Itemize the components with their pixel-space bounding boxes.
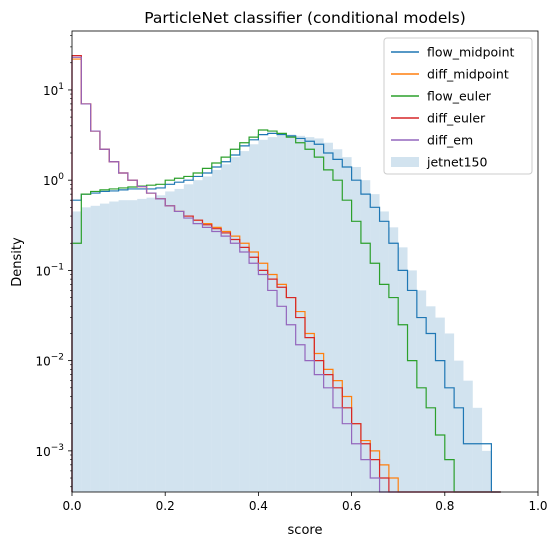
series-line-diff_em: [71, 56, 501, 493]
bar-jetnet150: [407, 270, 417, 492]
bar-jetnet150: [286, 134, 296, 493]
x-tick-label: 0.0: [62, 499, 81, 513]
x-axis: 0.0 0.2 0.4 0.6 0.8 1.0: [62, 492, 548, 513]
y-tick-label: 101: [43, 82, 64, 98]
bar-jetnet150: [81, 207, 91, 492]
bar-jetnet150: [435, 317, 445, 492]
bar-jetnet150: [183, 184, 194, 492]
bar-jetnet150: [230, 157, 240, 492]
bar-jetnet150: [165, 191, 175, 493]
legend-label-diff_euler: diff_euler: [427, 111, 486, 126]
bar-jetnet150: [202, 176, 212, 492]
bar-jetnet150: [323, 142, 333, 492]
bar-jetnet150: [463, 380, 473, 492]
bar-jetnet150: [90, 205, 100, 492]
legend-swatch-jetnet150: [391, 157, 419, 167]
x-tick-label: 0.6: [342, 499, 361, 513]
bar-jetnet150: [416, 290, 427, 492]
bar-jetnet150: [388, 227, 399, 492]
x-tick-label: 1.0: [528, 499, 547, 513]
y-tick-label: 10−1: [35, 262, 64, 278]
histogram-fills: [72, 134, 492, 493]
x-tick-label: 0.2: [156, 499, 175, 513]
legend-box: [383, 37, 533, 175]
histogram-lines: [71, 55, 501, 493]
bar-jetnet150: [472, 407, 483, 492]
bar-jetnet150: [127, 200, 138, 492]
legend-label-diff_em: diff_em: [427, 133, 473, 148]
bar-jetnet150: [342, 157, 352, 492]
bar-jetnet150: [155, 195, 166, 492]
legend-label-jetnet150: jetnet150: [426, 155, 487, 170]
y-axis: 10−3 10−2 10−1 100 101: [35, 35, 72, 488]
bar-jetnet150: [482, 450, 492, 492]
chart-title: ParticleNet classifier (conditional mode…: [144, 9, 466, 27]
y-tick-label: 10−2: [35, 353, 64, 369]
bar-jetnet150: [99, 203, 110, 492]
bar-jetnet150: [174, 188, 184, 493]
bar-jetnet150: [426, 306, 436, 492]
bar-jetnet150: [249, 144, 259, 492]
legend-label-flow_euler: flow_euler: [427, 89, 492, 104]
bar-jetnet150: [305, 137, 315, 493]
bar-jetnet150: [370, 194, 380, 492]
bar-jetnet150: [454, 360, 464, 492]
bar-jetnet150: [267, 137, 278, 493]
bar-jetnet150: [398, 247, 408, 492]
bar-jetnet150: [221, 164, 231, 493]
bar-jetnet150: [137, 198, 147, 492]
legend-label-diff_midpoint: diff_midpoint: [427, 67, 509, 82]
bar-jetnet150: [193, 180, 203, 492]
y-tick-label: 100: [43, 172, 64, 188]
y-tick-label: 10−3: [35, 443, 64, 459]
bar-jetnet150: [109, 201, 119, 492]
y-axis-label: Density: [10, 237, 25, 287]
bar-jetnet150: [72, 211, 82, 492]
bar-jetnet150: [379, 211, 389, 492]
bar-jetnet150: [444, 333, 455, 492]
bar-jetnet150: [211, 169, 222, 492]
x-tick-label: 0.4: [249, 499, 268, 513]
bar-jetnet150: [314, 138, 324, 492]
bar-jetnet150: [332, 149, 343, 492]
bar-jetnet150: [146, 197, 156, 492]
bar-jetnet150: [258, 139, 268, 492]
bar-jetnet150: [239, 151, 250, 492]
legend: flow_midpoint diff_midpoint flow_eulerdiff…: [383, 37, 533, 175]
bar-jetnet150: [360, 180, 371, 492]
bar-jetnet150: [351, 166, 361, 492]
x-tick-label: 0.8: [435, 499, 454, 513]
bar-jetnet150: [118, 200, 128, 492]
x-axis-label: score: [288, 523, 323, 538]
legend-label-flow_midpoint: flow_midpoint: [427, 45, 515, 60]
bar-jetnet150: [295, 135, 305, 492]
bar-jetnet150: [277, 135, 287, 492]
plot-frame: [71, 30, 539, 493]
